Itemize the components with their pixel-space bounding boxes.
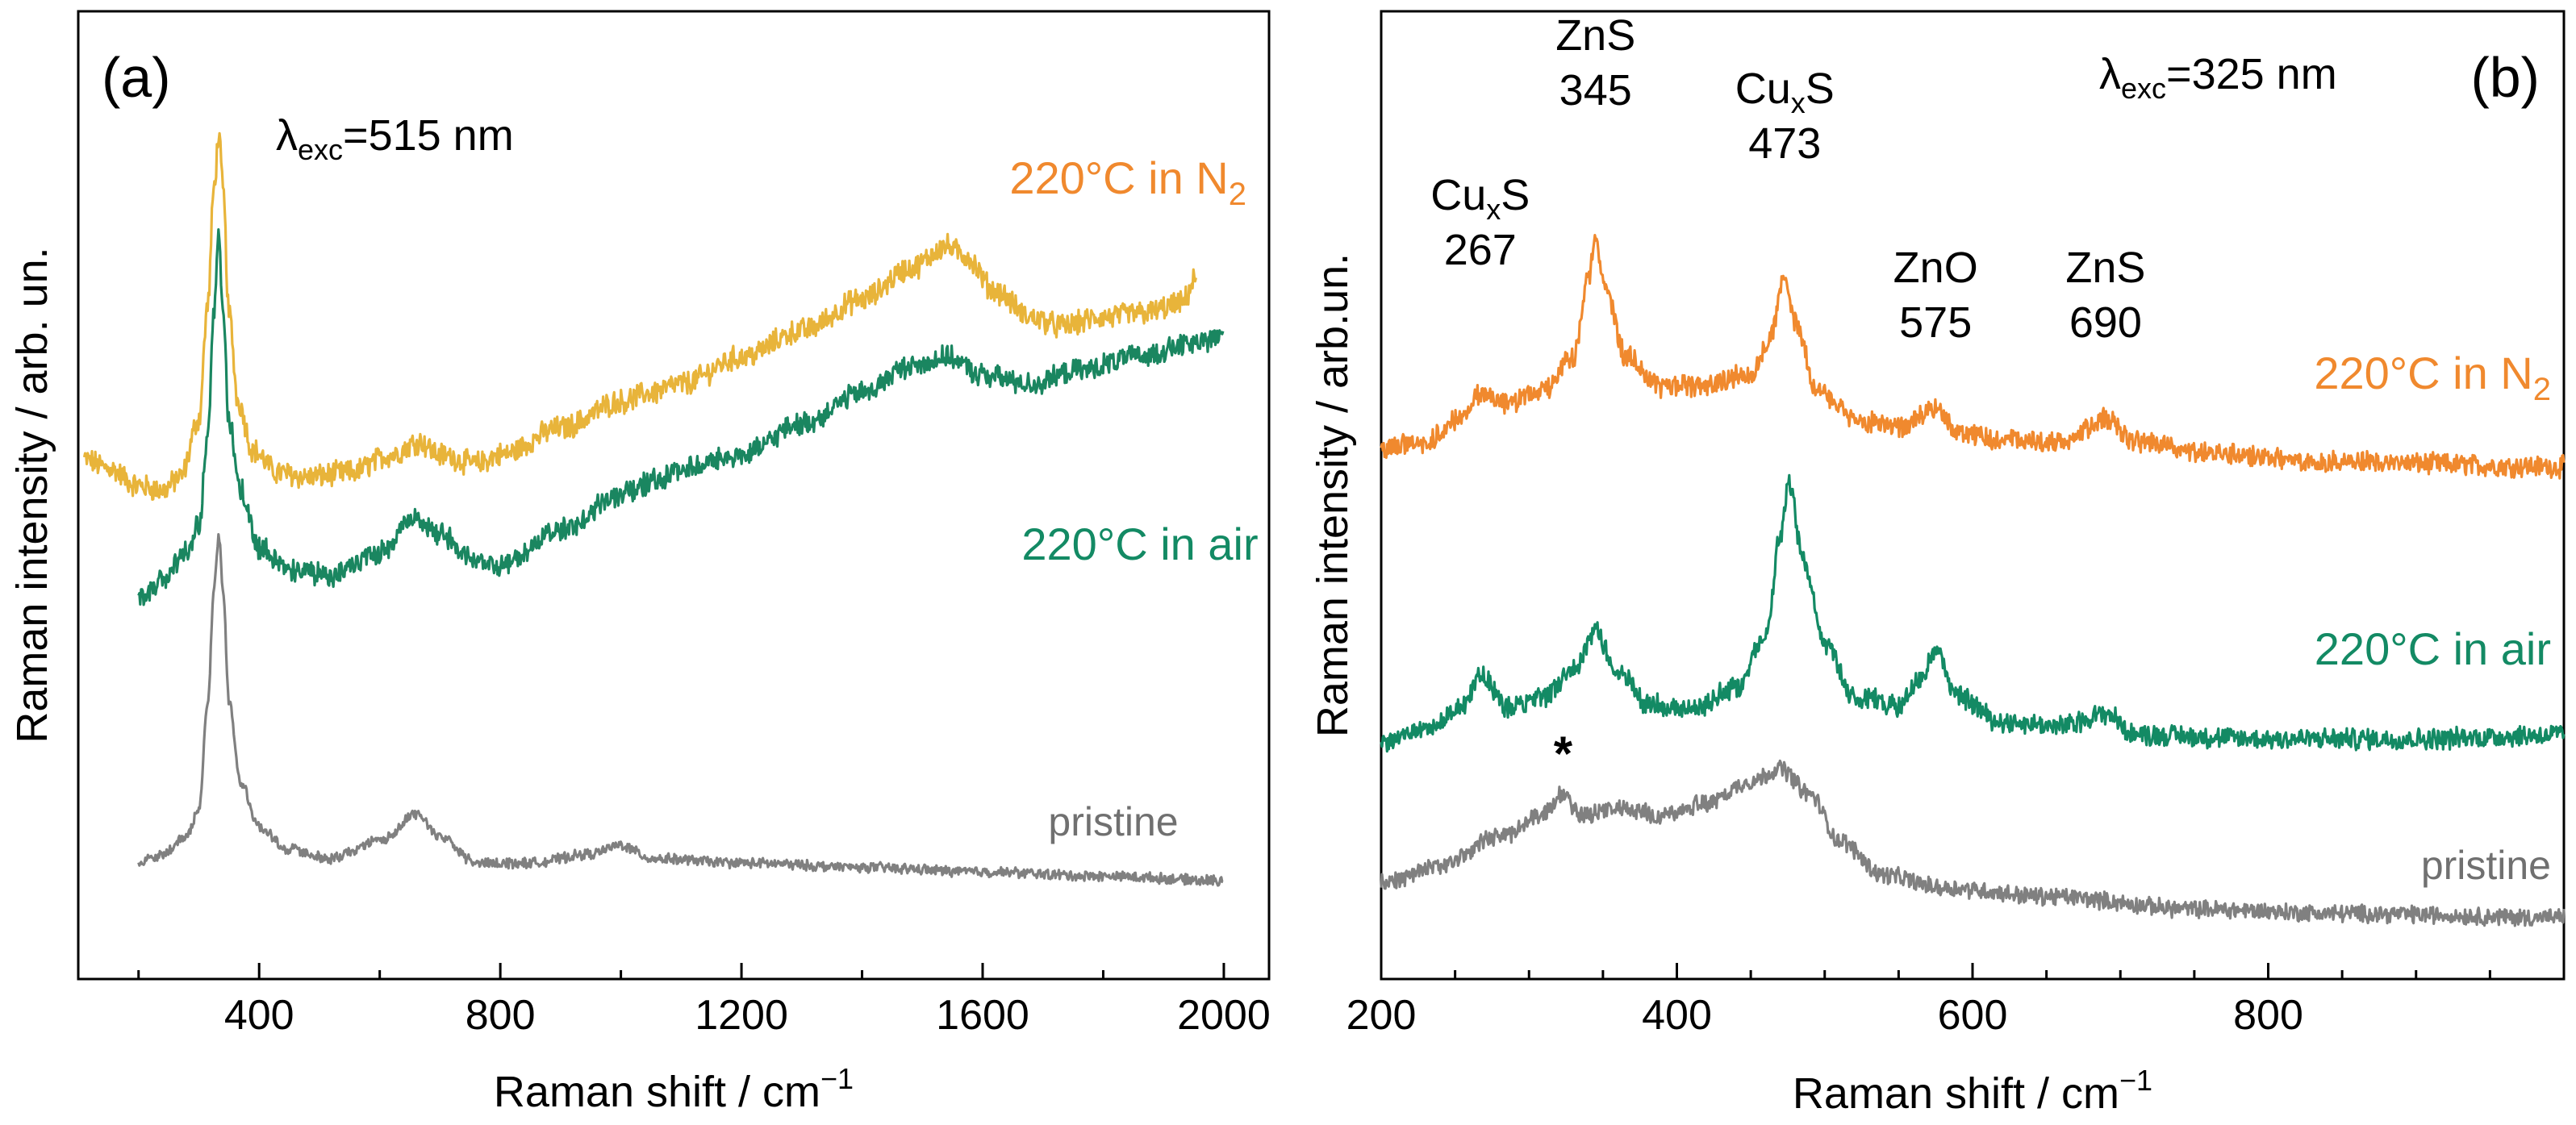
- plot-frame-a: [77, 10, 1271, 981]
- x-axis-ticks-a: 400 800 1200 1600 2000: [137, 963, 1271, 1039]
- peak-value-267: 267: [1444, 226, 1517, 274]
- panel-label-b: (b): [2470, 46, 2540, 109]
- asterisk-marker: *: [1554, 727, 1573, 781]
- peak-name-690: ZnS: [2065, 244, 2145, 292]
- x-tick-label-a-2000: 2000: [1177, 992, 1271, 1039]
- series-label-b-n2: 220°C in N2: [2314, 348, 2551, 407]
- x-axis-ticks-b: 200 400 600 800: [1346, 963, 2566, 1039]
- peak-name-345: ZnS: [1555, 11, 1635, 60]
- plot-frame-b: [1380, 10, 2566, 981]
- peak-value-345: 345: [1559, 66, 1632, 115]
- x-tick-label-b-200: 200: [1346, 992, 1417, 1039]
- series-line-b-220-c-in-air: [1380, 473, 2566, 753]
- x-tick-label-a-800: 800: [466, 992, 536, 1039]
- series-line-a-220-c-in-n2: [82, 131, 1197, 501]
- y-axis-label-a: Raman intensity / arb. un.: [8, 247, 56, 743]
- series-line-a-pristine: [137, 533, 1224, 887]
- peak-name-267: CuxS: [1430, 171, 1530, 226]
- series-label-a-pristine: pristine: [1048, 799, 1178, 844]
- series-label-a-n2: 220°C in N2: [1009, 152, 1246, 212]
- excitation-label-b: λexc=325 nm: [2099, 50, 2337, 105]
- panel-a: 400 800 1200 1600 2000 (a) λexc=515 nm 220°C…: [8, 10, 1271, 1116]
- x-axis-label-a: Raman shift / cm−1: [494, 1062, 854, 1116]
- series-group-b: [1380, 234, 2566, 927]
- excitation-label-a: λexc=515 nm: [276, 111, 514, 166]
- x-tick-label-b-400: 400: [1642, 992, 1712, 1039]
- peak-value-473: 473: [1748, 119, 1821, 168]
- series-label-b-pristine: pristine: [2421, 843, 2551, 888]
- x-tick-label-a-400: 400: [224, 992, 294, 1039]
- x-tick-label-b-600: 600: [1938, 992, 2008, 1039]
- x-tick-label-a-1600: 1600: [936, 992, 1029, 1039]
- y-axis-label-b: Raman intensity / arb.un.: [1309, 253, 1357, 737]
- panel-label-a: (a): [102, 46, 171, 109]
- peak-name-473: CuxS: [1735, 65, 1835, 119]
- series-label-a-air: 220°C in air: [1021, 519, 1258, 569]
- x-tick-label-a-1200: 1200: [695, 992, 788, 1039]
- series-line-b-220-c-in-n2: [1380, 234, 2566, 480]
- x-axis-label-b: Raman shift / cm−1: [1793, 1064, 2152, 1118]
- series-line-a-220-c-in-air: [137, 228, 1225, 606]
- peak-name-575: ZnO: [1893, 244, 1978, 292]
- series-line-b-pristine: [1380, 759, 2566, 927]
- peak-value-575: 575: [1899, 298, 1972, 347]
- series-group-a: [82, 131, 1225, 887]
- peak-value-690: 690: [2069, 298, 2142, 347]
- x-tick-label-b-800: 800: [2233, 992, 2303, 1039]
- series-label-b-air: 220°C in air: [2315, 623, 2551, 674]
